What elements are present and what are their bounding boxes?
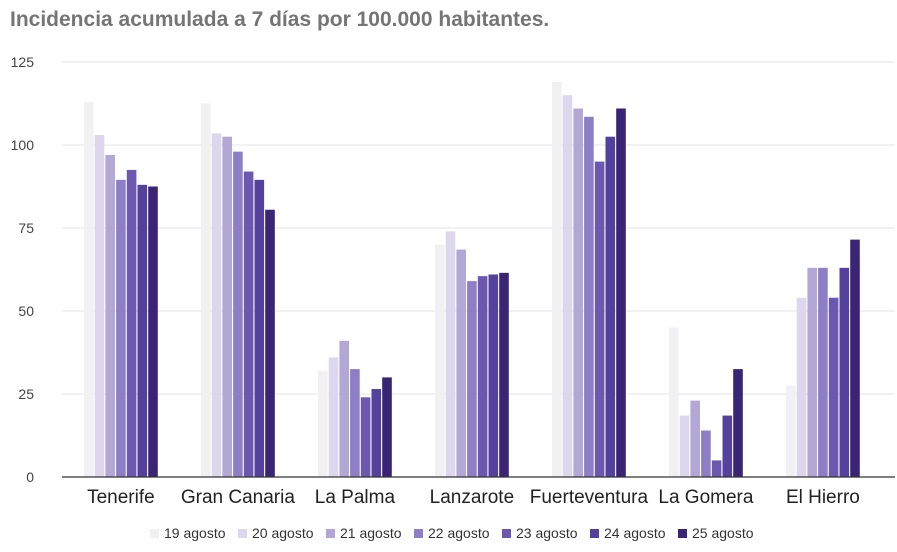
bar — [222, 136, 232, 477]
legend-swatch — [590, 529, 599, 538]
bar — [201, 103, 211, 477]
bar — [552, 81, 562, 478]
bar — [360, 397, 371, 477]
bar — [105, 154, 115, 477]
legend: 19 agosto 20 agosto 21 agosto 22 agosto 23 a… — [150, 525, 754, 541]
bar — [456, 249, 466, 477]
y-tick-label: 25 — [18, 386, 34, 402]
bar — [243, 171, 254, 477]
bar — [339, 340, 349, 477]
bar — [254, 179, 265, 478]
bar — [148, 186, 158, 477]
bar — [594, 161, 605, 477]
bar — [733, 369, 743, 477]
y-tick-label: 75 — [18, 220, 34, 236]
bar — [499, 272, 509, 477]
bar — [796, 297, 807, 477]
bar — [211, 133, 222, 477]
bar — [445, 231, 456, 477]
x-category-label: Lanzarote — [430, 487, 515, 508]
bar — [690, 400, 700, 477]
x-category-label: Fuerteventura — [530, 487, 649, 508]
legend-label: 19 agosto — [164, 525, 226, 541]
x-category-label: El Hierro — [786, 487, 860, 508]
bar — [584, 116, 594, 477]
bar — [786, 385, 796, 477]
bar — [573, 108, 583, 477]
legend-label: 21 agosto — [340, 525, 402, 541]
bar — [116, 179, 126, 478]
legend-label: 25 agosto — [692, 525, 754, 541]
bar — [467, 281, 477, 477]
chart-title: Incidencia acumulada a 7 días por 100.00… — [10, 8, 550, 31]
legend-swatch — [150, 529, 159, 538]
bar — [562, 95, 573, 477]
bar — [701, 430, 711, 477]
bar — [828, 297, 839, 477]
bar — [850, 239, 860, 477]
bar — [711, 460, 722, 477]
bar — [722, 415, 733, 477]
bar — [605, 136, 616, 477]
bar — [818, 267, 828, 477]
bar — [616, 108, 626, 477]
x-category-label: La Gomera — [658, 487, 753, 508]
legend-label: 23 agosto — [516, 525, 578, 541]
bar — [328, 357, 339, 477]
bar — [233, 151, 243, 477]
bar — [265, 209, 275, 478]
legend-label: 20 agosto — [252, 525, 314, 541]
bar — [477, 276, 488, 477]
legend-swatch — [678, 529, 687, 538]
y-tick-label: 100 — [11, 137, 35, 153]
bar — [382, 377, 392, 477]
bar — [371, 389, 382, 477]
bar — [94, 135, 105, 478]
bar — [839, 267, 850, 477]
legend-swatch — [502, 529, 511, 538]
bar — [807, 267, 817, 477]
x-category-label: La Palma — [315, 487, 396, 508]
legend-swatch — [238, 529, 247, 538]
bar — [488, 274, 499, 477]
bar — [318, 370, 328, 477]
y-tick-label: 0 — [26, 469, 34, 485]
legend-label: 22 agosto — [428, 525, 490, 541]
y-tick-label: 50 — [18, 303, 34, 319]
bars — [84, 81, 860, 478]
legend-swatch — [326, 529, 335, 538]
y-tick-label: 125 — [11, 54, 35, 70]
legend-label: 24 agosto — [604, 525, 666, 541]
bar — [679, 415, 690, 477]
bar — [137, 184, 148, 477]
bar — [350, 369, 360, 477]
bar — [669, 327, 679, 477]
legend-swatch — [414, 529, 423, 538]
x-category-label: Gran Canaria — [181, 487, 295, 508]
bar — [126, 169, 137, 477]
axes: 0 25 50 75 100 125 Tenerife Gran Canaria La Palm… — [11, 54, 895, 508]
bar — [84, 101, 94, 477]
x-category-label: Tenerife — [87, 487, 155, 508]
bar — [435, 244, 445, 477]
